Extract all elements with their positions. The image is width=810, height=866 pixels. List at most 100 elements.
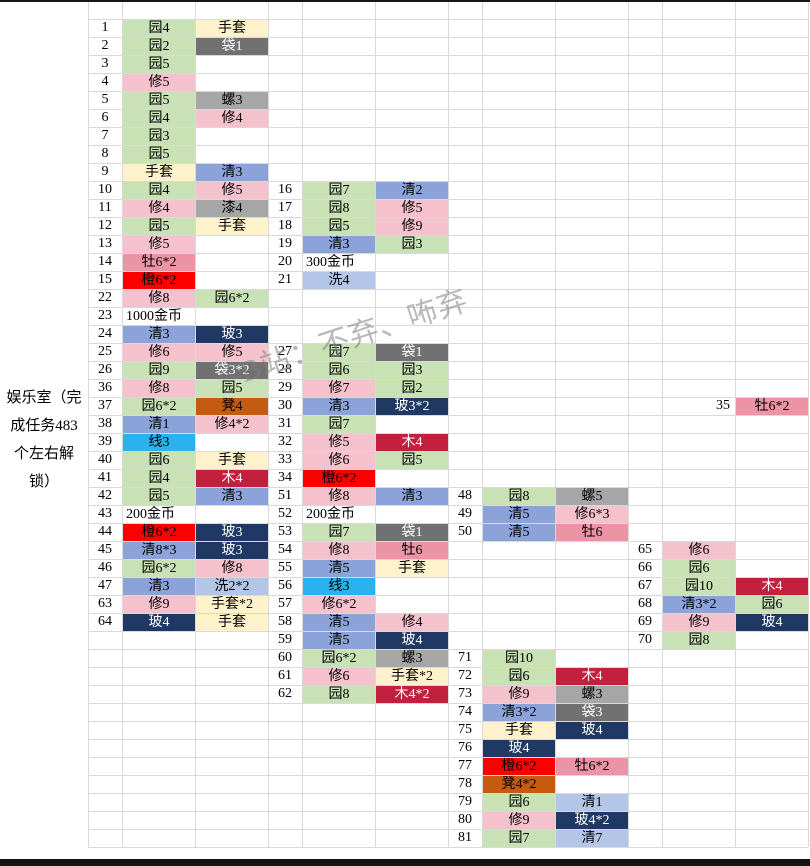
task-cell[interactable]: 玻4 — [556, 722, 628, 739]
row-number[interactable]: 81 — [458, 830, 472, 845]
task-cell[interactable]: 漆4 — [196, 200, 268, 217]
task-cell[interactable]: 螺5 — [556, 488, 628, 505]
task-cell[interactable]: 修8 — [123, 290, 195, 307]
task-cell[interactable]: 清3 — [196, 164, 268, 181]
task-cell[interactable]: 修9 — [483, 812, 555, 829]
task-cell[interactable]: 修6 — [663, 542, 735, 559]
task-cell[interactable]: 园4 — [123, 182, 195, 199]
row-number[interactable]: 14 — [98, 254, 112, 269]
task-cell[interactable]: 修8 — [123, 380, 195, 397]
task-cell[interactable]: 橙6*2 — [123, 524, 195, 541]
task-cell[interactable]: 玻3 — [196, 542, 268, 559]
row-number[interactable]: 29 — [278, 380, 292, 395]
row-number[interactable]: 16 — [278, 182, 292, 197]
row-number[interactable]: 44 — [98, 524, 112, 539]
row-number[interactable]: 77 — [458, 758, 472, 773]
row-number[interactable]: 7 — [101, 128, 109, 143]
row-number[interactable]: 10 — [98, 182, 112, 197]
task-cell[interactable]: 洗4 — [303, 272, 375, 289]
task-cell[interactable]: 园8 — [303, 200, 375, 217]
task-cell[interactable]: 清3 — [123, 578, 195, 595]
row-number[interactable]: 28 — [278, 362, 292, 377]
task-cell[interactable]: 清3 — [376, 488, 448, 505]
task-cell[interactable]: 螺3 — [376, 650, 448, 667]
task-cell[interactable]: 修4*2 — [196, 416, 268, 433]
task-cell[interactable]: 袋1 — [376, 344, 448, 361]
task-cell[interactable]: 袋3*2 — [196, 362, 268, 379]
task-cell[interactable]: 木4*2 — [376, 686, 448, 703]
row-number[interactable]: 37 — [98, 398, 112, 413]
task-cell[interactable]: 手套 — [483, 722, 555, 739]
row-number[interactable]: 36 — [98, 380, 112, 395]
row-number[interactable]: 26 — [98, 362, 112, 377]
task-cell[interactable]: 凳4 — [196, 398, 268, 415]
task-cell[interactable]: 线3 — [303, 578, 375, 595]
task-cell[interactable]: 园5 — [303, 218, 375, 235]
task-cell[interactable]: 园5 — [123, 146, 195, 163]
row-number[interactable]: 2 — [101, 38, 109, 53]
task-cell[interactable]: 园6*2 — [196, 290, 268, 307]
task-cell[interactable]: 修9 — [663, 614, 735, 631]
task-cell[interactable]: 修6*3 — [556, 506, 628, 523]
task-cell[interactable]: 手套*2 — [196, 596, 268, 613]
task-cell[interactable]: 修8 — [196, 560, 268, 577]
task-cell[interactable]: 手套*2 — [376, 668, 448, 685]
task-cell[interactable]: 园5 — [376, 452, 448, 469]
task-cell[interactable]: 玻3*2 — [376, 398, 448, 415]
task-cell[interactable]: 园5 — [123, 488, 195, 505]
task-cell[interactable]: 园8 — [303, 686, 375, 703]
task-cell[interactable]: 园3 — [376, 236, 448, 253]
task-cell[interactable]: 木4 — [556, 668, 628, 685]
row-number[interactable]: 40 — [98, 452, 112, 467]
row-number[interactable]: 48 — [458, 488, 472, 503]
task-cell[interactable]: 园6*2 — [123, 398, 195, 415]
task-cell[interactable]: 清1 — [123, 416, 195, 433]
task-cell[interactable]: 园7 — [303, 344, 375, 361]
row-number[interactable]: 52 — [278, 506, 292, 521]
row-number[interactable]: 62 — [278, 686, 292, 701]
task-cell[interactable]: 玻4*2 — [556, 812, 628, 829]
row-number[interactable]: 21 — [278, 272, 292, 287]
row-number[interactable]: 57 — [278, 596, 292, 611]
row-number[interactable]: 24 — [98, 326, 112, 341]
row-number[interactable]: 71 — [458, 650, 472, 665]
row-number[interactable]: 66 — [638, 560, 652, 575]
row-number[interactable]: 49 — [458, 506, 472, 521]
task-cell[interactable]: 清5 — [483, 524, 555, 541]
row-number[interactable]: 54 — [278, 542, 292, 557]
row-number[interactable]: 3 — [101, 56, 109, 71]
row-number[interactable]: 53 — [278, 524, 292, 539]
row-number[interactable]: 69 — [638, 614, 652, 629]
task-cell[interactable]: 清3 — [123, 326, 195, 343]
row-number[interactable]: 32 — [278, 434, 292, 449]
row-number[interactable]: 76 — [458, 740, 472, 755]
task-cell[interactable]: 清1 — [556, 794, 628, 811]
row-number[interactable]: 43 — [98, 506, 112, 521]
task-cell[interactable]: 玻4 — [736, 614, 808, 631]
task-cell[interactable]: 洗2*2 — [196, 578, 268, 595]
task-cell[interactable]: 玻3 — [196, 326, 268, 343]
row-number[interactable]: 58 — [278, 614, 292, 629]
task-cell[interactable]: 园7 — [303, 416, 375, 433]
task-cell[interactable]: 牡6*2 — [556, 758, 628, 775]
task-cell[interactable]: 牡6 — [376, 542, 448, 559]
row-number[interactable]: 38 — [98, 416, 112, 431]
task-cell[interactable]: 木4 — [196, 470, 268, 487]
row-number[interactable]: 68 — [638, 596, 652, 611]
task-cell[interactable]: 园6 — [303, 362, 375, 379]
task-cell[interactable]: 园6*2 — [303, 650, 375, 667]
task-cell[interactable]: 清3 — [303, 236, 375, 253]
row-number[interactable]: 12 — [98, 218, 112, 233]
task-cell[interactable]: 园6 — [483, 794, 555, 811]
task-cell[interactable]: 园8 — [483, 488, 555, 505]
task-cell[interactable]: 园10 — [483, 650, 555, 667]
row-number[interactable]: 17 — [278, 200, 292, 215]
row-number[interactable]: 27 — [278, 344, 292, 359]
task-cell[interactable]: 园9 — [123, 362, 195, 379]
row-number[interactable]: 31 — [278, 416, 292, 431]
task-cell[interactable]: 园2 — [123, 38, 195, 55]
row-number[interactable]: 46 — [98, 560, 112, 575]
row-number[interactable]: 23 — [98, 308, 112, 323]
row-number[interactable]: 20 — [278, 254, 292, 269]
task-cell[interactable]: 200金币 — [306, 507, 355, 522]
